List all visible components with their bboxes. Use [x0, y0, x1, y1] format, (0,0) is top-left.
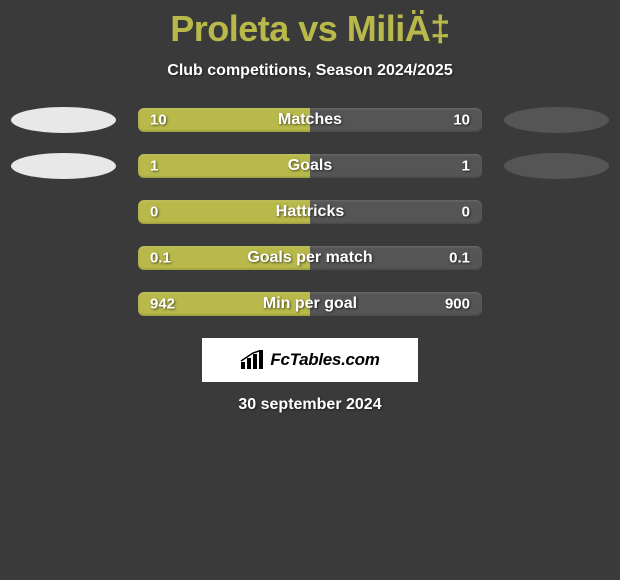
- branding-text: FcTables.com: [270, 350, 379, 370]
- stat-right-value: 0: [462, 204, 470, 221]
- stat-label: Matches: [278, 111, 342, 129]
- player-photo-right: [504, 107, 609, 133]
- stat-row: 0 Hattricks 0: [0, 200, 620, 224]
- stats-comparison-card: Proleta vs MiliÄ‡ Club competitions, Sea…: [0, 8, 620, 414]
- stat-row: 942 Min per goal 900: [0, 292, 620, 316]
- player-photo-right: [504, 153, 609, 179]
- player-photo-left: [11, 153, 116, 179]
- player-photo-left: [11, 107, 116, 133]
- stat-right-value: 1: [462, 158, 470, 175]
- bar-chart-icon: [240, 350, 264, 370]
- stat-label: Hattricks: [276, 203, 344, 221]
- date-text: 30 september 2024: [0, 396, 620, 414]
- subtitle: Club competitions, Season 2024/2025: [0, 62, 620, 80]
- stat-row: 10 Matches 10: [0, 108, 620, 132]
- stat-bar: 10 Matches 10: [138, 108, 482, 132]
- stat-right-value: 0.1: [449, 250, 470, 267]
- stat-bar: 0 Hattricks 0: [138, 200, 482, 224]
- page-title: Proleta vs MiliÄ‡: [0, 8, 620, 50]
- stat-right-value: 10: [453, 112, 470, 129]
- stat-left-value: 942: [150, 296, 175, 313]
- stat-bar: 0.1 Goals per match 0.1: [138, 246, 482, 270]
- stat-label: Goals per match: [247, 249, 372, 267]
- stat-bar: 942 Min per goal 900: [138, 292, 482, 316]
- stat-bar: 1 Goals 1: [138, 154, 482, 178]
- stat-label: Min per goal: [263, 295, 357, 313]
- stat-left-value: 10: [150, 112, 167, 129]
- stat-row: 0.1 Goals per match 0.1: [0, 246, 620, 270]
- stat-right-value: 900: [445, 296, 470, 313]
- stat-row: 1 Goals 1: [0, 154, 620, 178]
- stats-rows: 10 Matches 10 1 Goals 1 0 Hattricks 0: [0, 108, 620, 316]
- stat-left-value: 0: [150, 204, 158, 221]
- branding-badge[interactable]: FcTables.com: [202, 338, 418, 382]
- stat-left-value: 0.1: [150, 250, 171, 267]
- stat-label: Goals: [288, 157, 332, 175]
- stat-left-value: 1: [150, 158, 158, 175]
